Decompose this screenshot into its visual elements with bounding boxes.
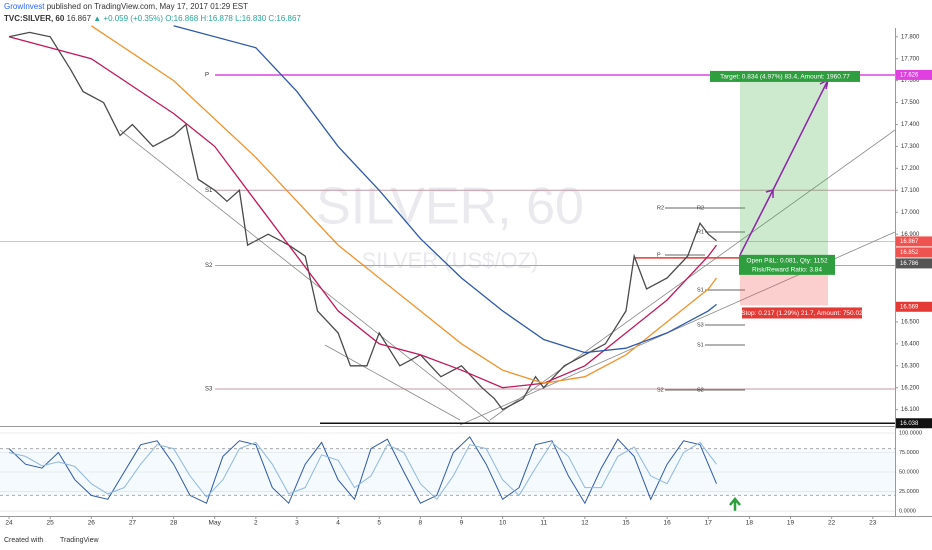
y-tick-label: 17.200 bbox=[901, 166, 920, 172]
osc-tick-label: 100.0000 bbox=[899, 430, 922, 436]
y-tick-label: 16.400 bbox=[901, 341, 920, 347]
y-tick-label: 16.500 bbox=[901, 319, 920, 325]
y-tick-label: 17.100 bbox=[901, 188, 920, 194]
x-tick-label: 2 bbox=[254, 520, 258, 527]
osc-line bbox=[8, 441, 717, 501]
x-tick-label: 3 bbox=[295, 520, 299, 527]
symbol: TVC:SILVER, 60 bbox=[4, 14, 65, 23]
position-label: Target: 0.834 (4.97%) 83.4, Amount: 1960… bbox=[720, 74, 850, 81]
x-tick-label: 8 bbox=[419, 520, 423, 527]
x-tick-label: 23 bbox=[869, 520, 877, 527]
x-tick-label: 24 bbox=[5, 520, 13, 527]
price-flag bbox=[896, 247, 932, 258]
x-tick-label: 22 bbox=[828, 520, 836, 527]
price-flag-label: 16.852 bbox=[900, 250, 919, 256]
position-label: Stop: 0.217 (1.29%) 21.7, Amount: 750.02 bbox=[741, 310, 863, 317]
y-tick-label: 17.400 bbox=[901, 122, 920, 128]
mini-pivot-label: S3 bbox=[697, 322, 704, 328]
y-tick-label: 17.700 bbox=[901, 56, 920, 62]
footer-created: Created with bbox=[4, 537, 43, 544]
mini-pivot-label: S2 bbox=[657, 387, 664, 393]
ohlc: O:16.868 H:16.878 L:16.830 C:16.867 bbox=[165, 14, 301, 23]
y-tick-label: 17.800 bbox=[901, 34, 920, 40]
price-line bbox=[8, 36, 718, 389]
price-flag bbox=[896, 236, 932, 247]
mini-pivot-label: R2 bbox=[657, 205, 664, 211]
y-tick-label: 17.000 bbox=[901, 210, 920, 216]
header-line-1: GrowInvest published on TradingView.com,… bbox=[4, 2, 248, 11]
watermark-sub: SILVER (US$/OZ) bbox=[362, 248, 539, 273]
price-flag-label: 16.569 bbox=[900, 304, 919, 310]
x-tick-label: 28 bbox=[170, 520, 178, 527]
x-tick-label: 5 bbox=[377, 520, 381, 527]
x-tick-label: 12 bbox=[581, 520, 589, 527]
osc-tick-label: 0.0000 bbox=[899, 508, 916, 514]
osc-tick-label: 25.0000 bbox=[899, 489, 919, 495]
y-tick-label: 16.900 bbox=[901, 232, 920, 238]
x-tick-label: 16 bbox=[664, 520, 672, 527]
price-flag bbox=[896, 301, 932, 312]
price-line bbox=[173, 25, 717, 354]
x-tick-label: 9 bbox=[460, 520, 464, 527]
y-tick-label: 16.100 bbox=[901, 407, 920, 413]
osc-tick-label: 50.0000 bbox=[899, 469, 919, 475]
watermark: SILVER, 60 bbox=[316, 178, 584, 236]
mini-pivot-label: S1 bbox=[697, 287, 704, 293]
trendline bbox=[119, 129, 491, 423]
published: published on TradingView.com, May 17, 20… bbox=[47, 2, 248, 11]
pivot-label: S3 bbox=[205, 387, 213, 393]
x-tick-label: 11 bbox=[540, 520, 547, 527]
footer-brand[interactable]: TradingView bbox=[60, 537, 99, 544]
y-tick-label: 17.500 bbox=[901, 100, 920, 106]
osc-line bbox=[8, 436, 717, 505]
mini-pivot-label: P bbox=[657, 252, 661, 258]
x-tick-label: 4 bbox=[336, 520, 340, 527]
header-line-2: TVC:SILVER, 60 16.867 ▲ +0.059 (+0.35%) … bbox=[4, 14, 301, 23]
y-tick-label: 16.300 bbox=[901, 363, 920, 369]
position-label: Open P&L: 0.081, Qty: 1152 bbox=[746, 258, 828, 265]
mini-pivot-label: S2 bbox=[697, 387, 704, 393]
y-tick-label: 17.300 bbox=[901, 144, 920, 150]
x-tick-label: 26 bbox=[88, 520, 96, 527]
position-label-bg bbox=[742, 307, 862, 319]
x-tick-label: 10 bbox=[499, 520, 507, 527]
position-label-bg bbox=[739, 263, 835, 275]
last-price: 16.867 bbox=[67, 14, 92, 23]
pivot-label: P bbox=[205, 73, 209, 79]
author[interactable]: GrowInvest bbox=[4, 2, 45, 11]
pivot-label: S2 bbox=[205, 263, 213, 269]
position-label-bg bbox=[739, 254, 835, 266]
position-label: Risk/Reward Ratio: 3.84 bbox=[752, 267, 822, 274]
price-flag bbox=[896, 69, 932, 80]
position-label-bg bbox=[710, 70, 860, 82]
price-line bbox=[8, 31, 717, 411]
trendline bbox=[489, 129, 896, 421]
x-tick-label: 15 bbox=[622, 520, 630, 527]
osc-tick-label: 75.0000 bbox=[899, 450, 919, 456]
y-tick-label: 17.600 bbox=[901, 78, 920, 84]
up-arrow bbox=[729, 497, 741, 511]
pivot-label: S1 bbox=[205, 188, 213, 194]
price-line bbox=[90, 25, 718, 384]
mini-pivot-label: S1 bbox=[697, 342, 704, 348]
x-tick-label: 27 bbox=[129, 520, 137, 527]
mini-pivot-label: R1 bbox=[697, 229, 704, 235]
x-tick-label: 25 bbox=[47, 520, 55, 527]
x-tick-label: 17 bbox=[705, 520, 713, 527]
price-flag-label: 16.786 bbox=[900, 261, 919, 267]
price-flag-label: 17.626 bbox=[900, 73, 919, 79]
mini-pivot-label: R2 bbox=[697, 205, 704, 211]
x-tick-label: 18 bbox=[746, 520, 754, 527]
price-flag bbox=[896, 418, 932, 429]
change: ▲ +0.059 (+0.35%) bbox=[93, 14, 163, 23]
price-flag-label: 16.038 bbox=[900, 421, 919, 427]
price-flag bbox=[896, 258, 932, 269]
x-tick-label: May bbox=[209, 520, 222, 527]
x-tick-label: 19 bbox=[787, 520, 795, 527]
y-tick-label: 16.200 bbox=[901, 385, 920, 391]
price-flag-label: 16.867 bbox=[900, 239, 919, 245]
